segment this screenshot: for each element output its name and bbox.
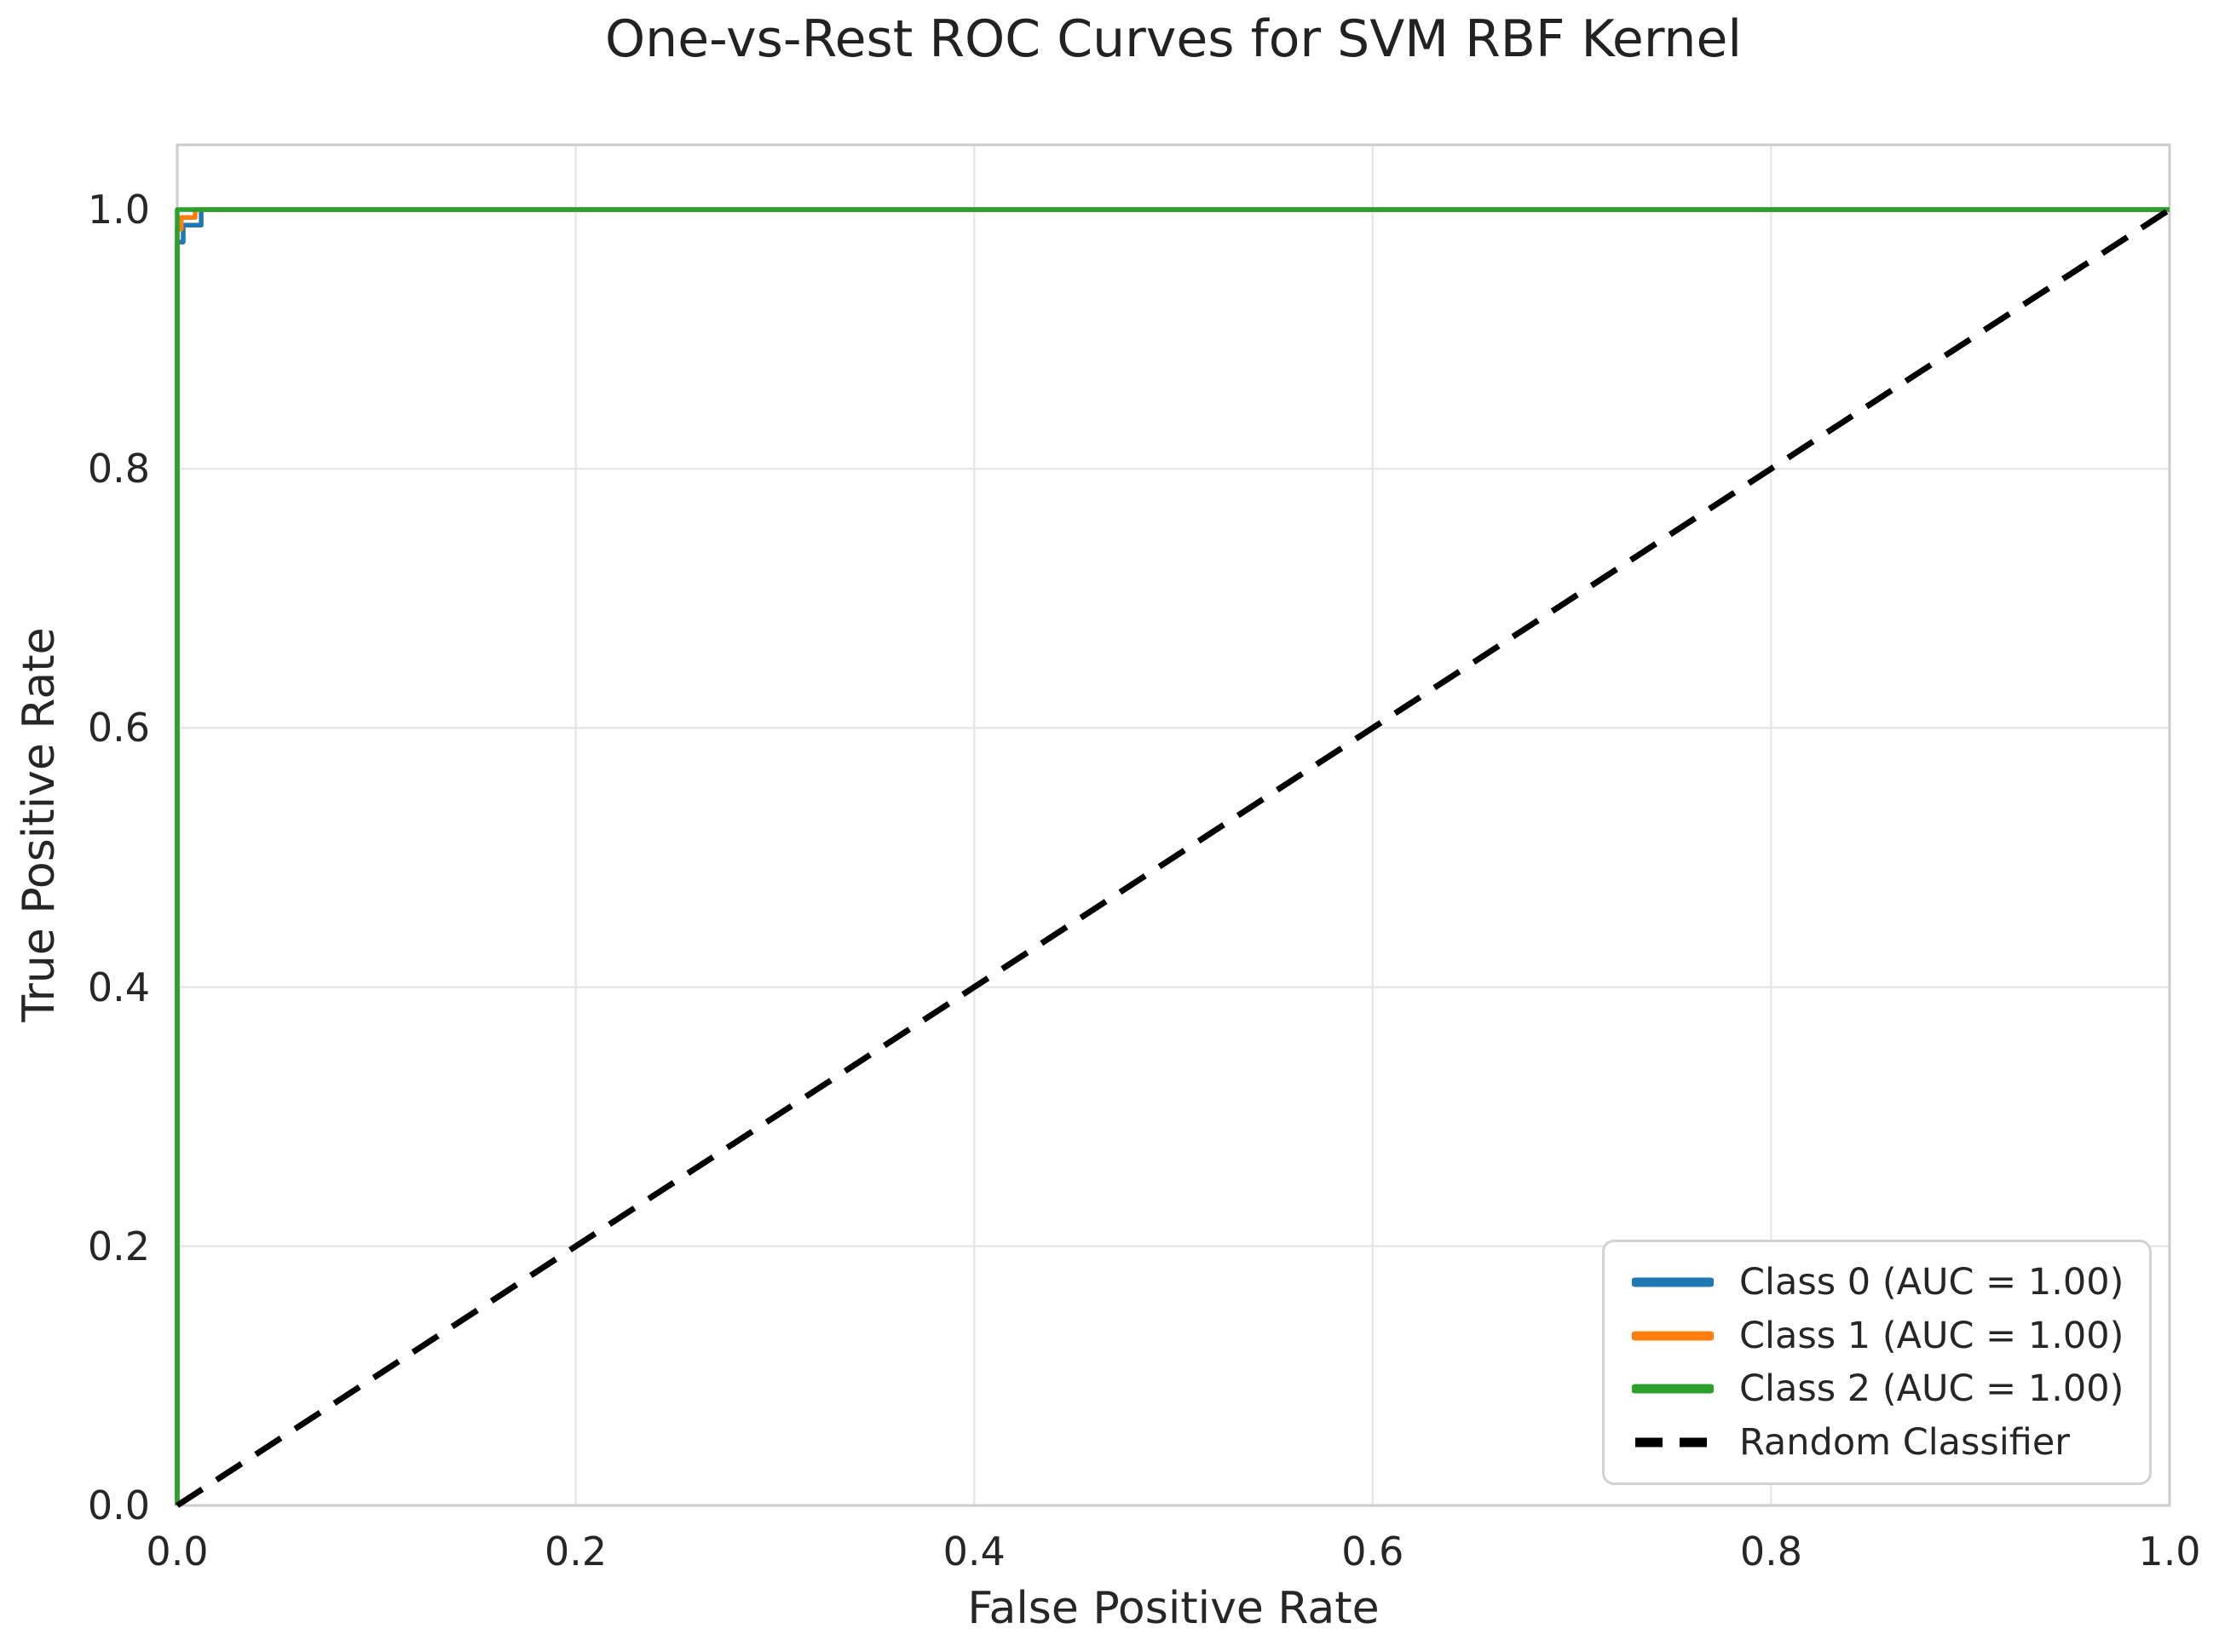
x-tick-label: 1.0 [2138, 1528, 2201, 1574]
legend-label: Class 1 (AUC = 1.00) [1739, 1314, 2124, 1357]
legend-label: Class 0 (AUC = 1.00) [1739, 1261, 2124, 1304]
legend-item: Random Classifier [1632, 1419, 2124, 1465]
x-axis-label: False Positive Rate [967, 1583, 1380, 1634]
legend-item: Class 0 (AUC = 1.00) [1632, 1259, 2124, 1305]
y-tick-label: 0.6 [87, 705, 150, 751]
y-tick-label: 0.0 [87, 1482, 150, 1528]
legend: Class 0 (AUC = 1.00) Class 1 (AUC = 1.00)… [1602, 1240, 2152, 1485]
y-tick-label: 0.2 [87, 1223, 150, 1269]
x-tick-label: 0.0 [146, 1528, 209, 1574]
legend-item: Class 1 (AUC = 1.00) [1632, 1313, 2124, 1359]
chart-title: One-vs-Rest ROC Curves for SVM RBF Kerne… [604, 9, 1743, 69]
y-tick-label: 1.0 [87, 187, 150, 233]
legend-label: Class 2 (AUC = 1.00) [1739, 1367, 2124, 1411]
series-line-class-2-auc-1-00 [175, 207, 2170, 1505]
series-line-random-classifier [176, 207, 2171, 1508]
legend-line-icon [1632, 1331, 1714, 1341]
x-tick-label: 0.6 [1341, 1528, 1404, 1574]
legend-item: Class 2 (AUC = 1.00) [1632, 1366, 2124, 1412]
legend-line-icon [1632, 1384, 1714, 1394]
x-tick-label: 0.4 [942, 1528, 1006, 1574]
x-tick-label: 0.2 [545, 1528, 608, 1574]
y-tick-label: 0.8 [87, 446, 150, 492]
legend-label: Random Classifier [1739, 1420, 2070, 1464]
legend-dashed-line-icon [1635, 1437, 1710, 1448]
legend-line-icon [1632, 1277, 1714, 1287]
x-tick-label: 0.8 [1739, 1528, 1802, 1574]
y-tick-label: 0.4 [87, 964, 150, 1010]
